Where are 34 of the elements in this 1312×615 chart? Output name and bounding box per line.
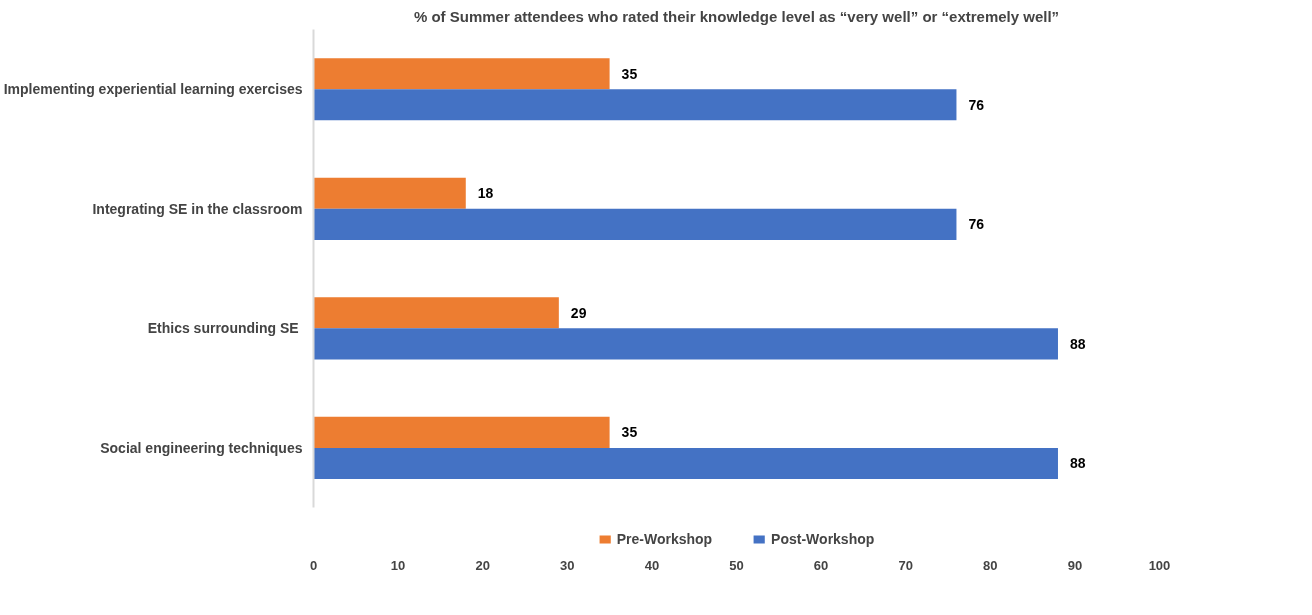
bar xyxy=(313,328,1058,360)
y-tick-label: Integrating SE in the classroom xyxy=(92,200,303,217)
data-label: 35 xyxy=(621,424,638,441)
x-tick-label: 80 xyxy=(983,557,998,573)
data-label: 88 xyxy=(1069,335,1086,352)
data-label: 88 xyxy=(1069,455,1086,472)
data-label: 35 xyxy=(621,65,638,82)
legend-label: Pre-Workshop xyxy=(616,531,713,547)
legend-label: Post-Workshop xyxy=(771,531,875,547)
x-tick-label: 50 xyxy=(729,557,744,573)
y-tick-label: Social engineering techniques xyxy=(100,439,303,456)
chart-title: % of Summer attendees who rated their knowledge level as “very well” or “extremely well” xyxy=(413,7,1060,25)
y-tick-label: Implementing experiential learning exercises xyxy=(3,81,303,98)
bar xyxy=(313,89,957,121)
x-tick-label: 100 xyxy=(1148,557,1171,573)
x-tick-label: 20 xyxy=(475,557,490,573)
x-tick-label: 0 xyxy=(309,557,318,573)
x-tick-label: 40 xyxy=(644,557,660,573)
data-label: 29 xyxy=(570,304,587,321)
bar xyxy=(313,297,559,329)
x-tick-label: 70 xyxy=(898,557,913,573)
bar xyxy=(313,177,466,209)
bar xyxy=(313,208,957,240)
bar xyxy=(313,58,610,90)
x-tick-label: 90 xyxy=(1067,557,1083,573)
x-tick-label: 10 xyxy=(390,557,406,573)
data-label: 76 xyxy=(968,216,985,233)
bar xyxy=(313,416,610,448)
data-label: 18 xyxy=(477,185,494,202)
y-tick-label: Ethics surrounding SE xyxy=(147,320,299,337)
bar xyxy=(313,447,1058,479)
x-tick-label: 30 xyxy=(560,557,575,573)
x-tick-label: 60 xyxy=(813,557,829,573)
data-label: 76 xyxy=(968,96,985,113)
